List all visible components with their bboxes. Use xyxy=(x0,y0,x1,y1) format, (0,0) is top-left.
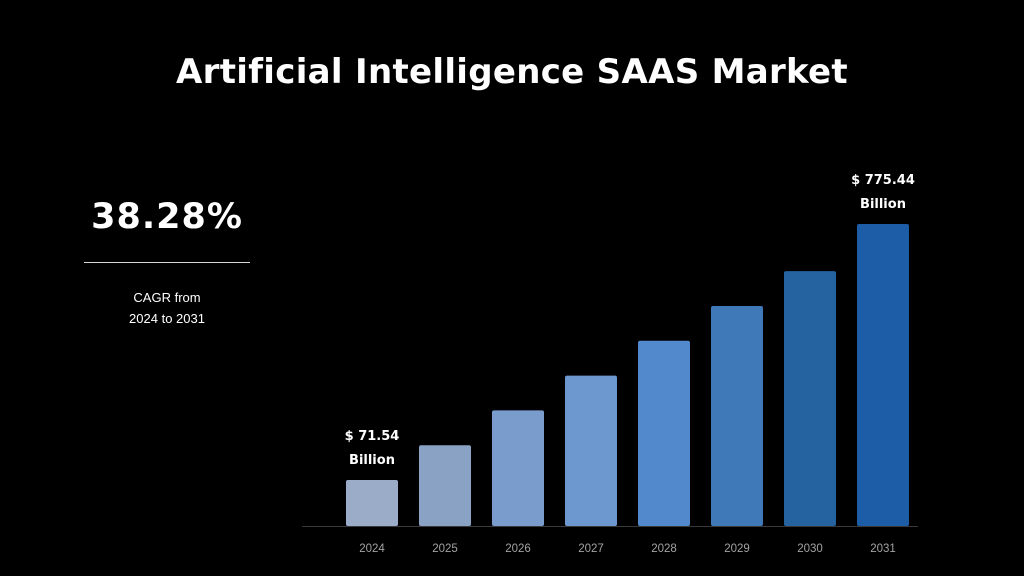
data-label-2024-line2: Billion xyxy=(349,453,395,468)
cagr-caption: CAGR from 2024 to 2031 xyxy=(84,287,250,329)
x-tick-label-2024: 2024 xyxy=(359,543,385,555)
bar-2031 xyxy=(857,224,909,526)
bar-2024 xyxy=(346,480,398,526)
cagr-caption-line2: 2024 to 2031 xyxy=(129,311,205,326)
bar-2030 xyxy=(784,271,836,526)
cagr-caption-line1: CAGR from xyxy=(133,290,201,305)
x-tick-label-2025: 2025 xyxy=(432,543,458,555)
bar-2029 xyxy=(711,305,763,526)
bar-2025 xyxy=(419,445,471,526)
bar-2028 xyxy=(638,340,690,526)
data-label-2024-line1: $ 71.54 xyxy=(345,429,400,444)
x-tick-label-2026: 2026 xyxy=(505,543,531,555)
cagr-value: 38.28% xyxy=(91,197,243,237)
chart-title: Artificial Intelligence SAAS Market xyxy=(176,52,848,92)
x-tick-label-2031: 2031 xyxy=(870,543,896,555)
cagr-divider xyxy=(84,262,250,263)
data-label-2031-line2: Billion xyxy=(860,197,906,212)
bar-2027 xyxy=(565,375,617,526)
x-tick-label-2027: 2027 xyxy=(578,543,604,555)
x-tick-label-2030: 2030 xyxy=(797,543,823,555)
x-tick-label-2028: 2028 xyxy=(651,543,677,555)
x-tick-label-2029: 2029 xyxy=(724,543,750,555)
cagr-panel: 38.28% CAGR from 2024 to 2031 xyxy=(84,192,250,329)
bar-2026 xyxy=(492,410,544,526)
data-label-2031-line1: $ 775.44 xyxy=(851,173,915,188)
